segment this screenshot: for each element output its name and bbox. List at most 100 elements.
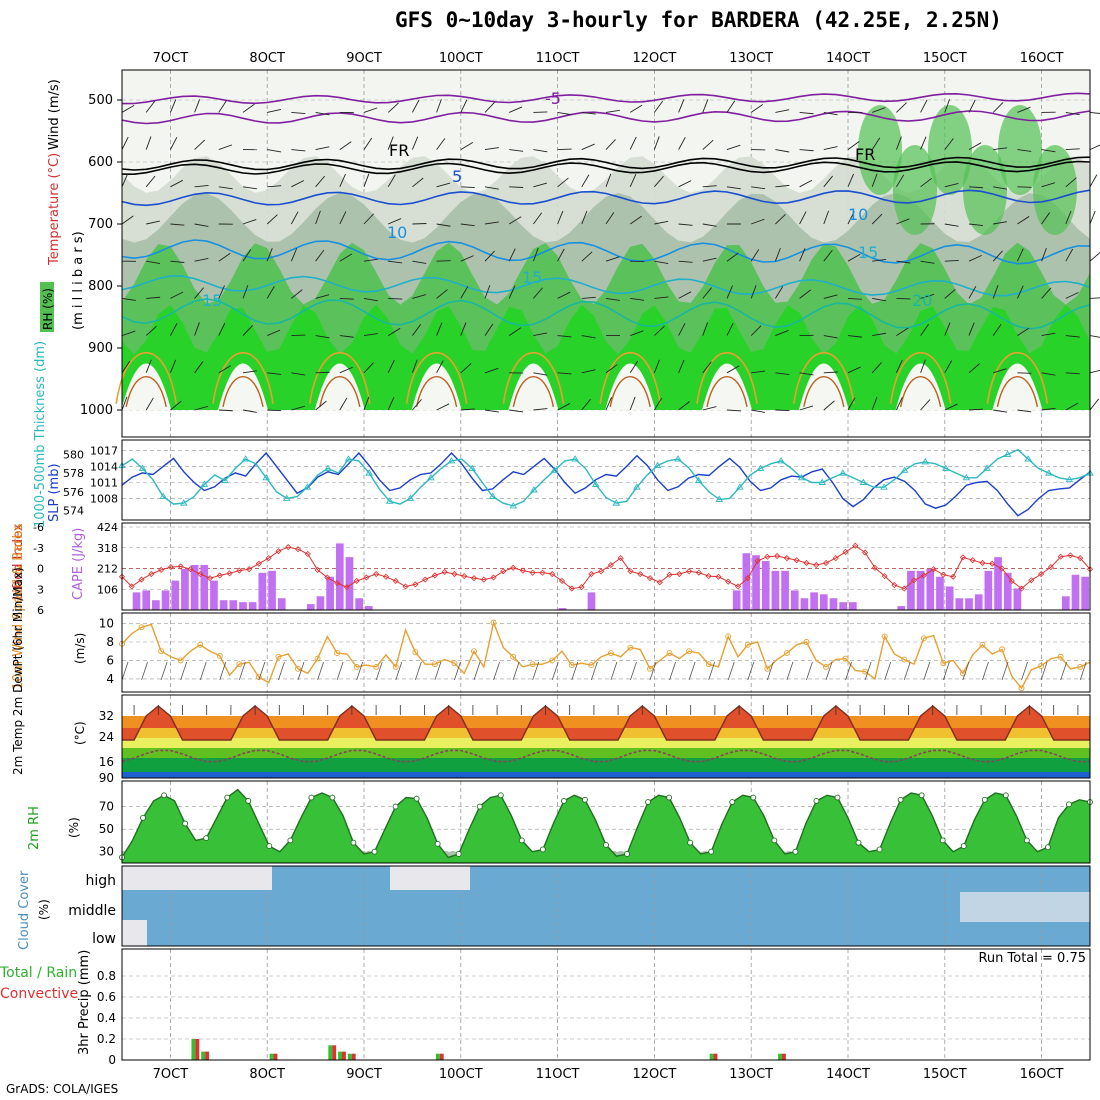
wind-barb — [1089, 111, 1100, 114]
lifted-index-point — [470, 575, 478, 582]
wind10m-line-point — [197, 641, 204, 648]
wind-barb — [194, 139, 206, 150]
wind-barb — [654, 100, 664, 113]
wind-barb — [968, 254, 982, 262]
lifted-index-point — [910, 577, 918, 584]
rh2m-line-point — [687, 839, 694, 846]
wind-barb — [823, 146, 838, 151]
wind-barb — [581, 335, 596, 339]
wind-barb — [339, 211, 347, 225]
wind-barb — [145, 325, 157, 336]
lifted-index-point — [891, 582, 898, 589]
wind-barb — [363, 213, 374, 225]
wind-barb — [484, 147, 499, 151]
wind-barb — [968, 408, 984, 411]
thickness-line-point — [633, 483, 641, 490]
lifted-index-point — [901, 585, 908, 592]
thickness-line-point — [797, 473, 806, 481]
thickness-line-point — [385, 497, 394, 504]
surface-wind-barb — [766, 661, 774, 681]
wind-barb — [509, 106, 523, 113]
wind10m-line-point — [666, 650, 673, 657]
thickness-line-point — [571, 455, 579, 462]
wind-barb — [847, 141, 860, 150]
wind10m-line-point — [138, 624, 145, 631]
rh2m-line-point — [708, 848, 715, 855]
precip-total-bar — [778, 1053, 782, 1060]
wind-barb — [1041, 149, 1056, 153]
rh-y-tick: 30 — [99, 845, 114, 859]
lifted-index-point — [979, 559, 986, 567]
cape-y-tick: 424 — [97, 521, 118, 534]
wind-barb — [1017, 186, 1032, 188]
wind-barb — [1017, 106, 1031, 113]
li-y-tick: 3 — [37, 583, 44, 596]
wind-barb — [1089, 144, 1100, 151]
wind-barb — [242, 370, 257, 374]
panel-frame-slp — [121, 439, 1091, 521]
x-tick-bottom: 13OCT — [729, 1067, 773, 1082]
wind-barb — [170, 400, 182, 411]
precip-convective-bar — [342, 1051, 346, 1060]
surface-wind-barb — [806, 661, 813, 681]
thickness-line-point — [221, 476, 229, 484]
lifted-index-point — [588, 570, 595, 578]
wind-barb — [944, 288, 956, 299]
cape-bar — [1003, 572, 1012, 610]
contour-30-arch — [803, 376, 845, 408]
wind-barb — [992, 102, 1004, 113]
x-tick-bottom: 15OCT — [923, 1067, 967, 1082]
rh2m-line-point — [582, 796, 588, 803]
cape-bar — [907, 570, 915, 610]
wind-barb — [992, 323, 1002, 336]
wind-barb — [799, 111, 814, 115]
slp-y-tick: 1011 — [90, 477, 118, 490]
wind-barb — [460, 223, 475, 227]
wind-barb — [968, 223, 983, 226]
wind-barb — [339, 366, 353, 374]
lifted-index-point — [881, 573, 888, 580]
wind-barb — [944, 322, 951, 336]
thickness-line-point — [756, 464, 765, 471]
wind-barb — [702, 99, 709, 113]
wind-barb — [775, 286, 784, 299]
wind10m-line-point — [314, 655, 321, 662]
rh-legend-swatch — [40, 282, 54, 332]
precip-convective-bar — [273, 1053, 278, 1060]
rh2m-line-point — [876, 846, 883, 853]
wind-barb — [968, 322, 975, 336]
lifted-index-point — [803, 559, 810, 567]
cape-bar — [152, 600, 160, 610]
wind-barb — [436, 138, 446, 150]
wind-barb — [751, 218, 765, 225]
surface-wind-barb — [982, 661, 989, 681]
surface-wind-barb — [473, 661, 481, 681]
wind-barb — [339, 141, 352, 150]
lifted-index-point — [793, 557, 800, 564]
rh2m-line-point — [666, 794, 673, 801]
temp-band — [122, 772, 1090, 778]
wind-barb — [339, 297, 354, 300]
contour-label: 15 — [202, 291, 222, 310]
wind10m-line-point — [177, 657, 184, 664]
wind-barb — [823, 294, 838, 299]
wind-barb — [1041, 407, 1056, 411]
wind-barb — [170, 136, 178, 150]
lifted-index-point — [167, 564, 174, 571]
wind10m-line-point — [1018, 685, 1025, 692]
x-tick-top: 12OCT — [633, 51, 677, 66]
precip-total-bar — [201, 1051, 206, 1060]
wind-barb — [484, 186, 499, 190]
contour-25-arch — [599, 351, 661, 404]
x-tick-bottom: 16OCT — [1020, 1067, 1064, 1082]
wind-barb — [775, 213, 786, 225]
lifted-index-point — [842, 548, 849, 555]
wind-barb — [629, 215, 643, 225]
wind-barb — [363, 362, 374, 374]
precip-convective-bar — [332, 1045, 337, 1060]
temp-y-tick: 32 — [99, 709, 114, 723]
wind-barb — [702, 406, 717, 411]
wind-barb — [871, 137, 881, 150]
wind10m-line-point — [1038, 663, 1045, 669]
wind-barb — [460, 186, 475, 189]
